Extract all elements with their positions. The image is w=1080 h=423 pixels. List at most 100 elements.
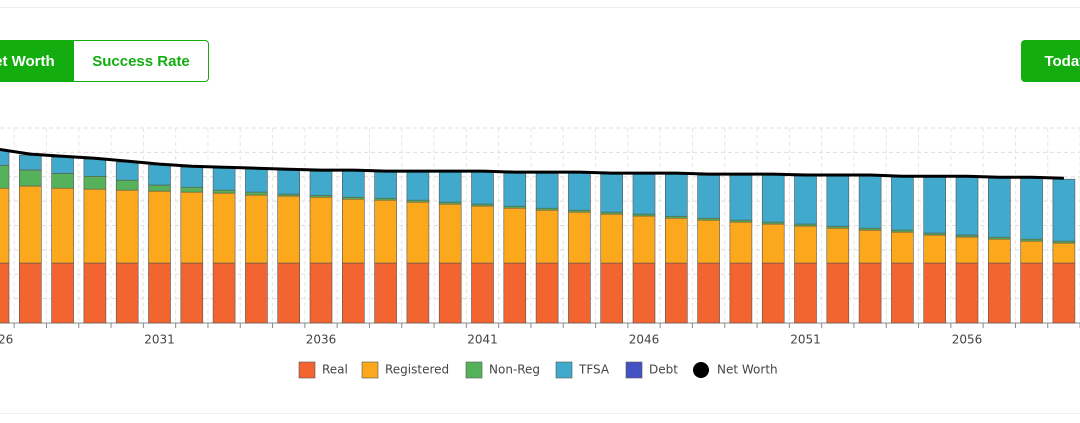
legend-marker	[555, 361, 573, 379]
bar-segment	[51, 262, 74, 324]
bar-segment	[891, 262, 914, 324]
bar-segment	[180, 191, 204, 264]
bar-segment	[341, 262, 365, 324]
legend-marker	[465, 361, 483, 379]
bar-segment	[83, 158, 107, 177]
bar-segment	[1020, 262, 1043, 324]
bar-segment	[51, 187, 74, 264]
net-worth-button[interactable]: Net Worth	[0, 40, 73, 82]
bar-segment	[341, 170, 365, 198]
legend-label: TFSA	[578, 363, 610, 377]
legend-label: Registered	[385, 363, 449, 377]
x-tick-label: 2051	[790, 333, 821, 347]
legend-label: Net Worth	[717, 363, 778, 377]
bar-segment	[600, 173, 624, 213]
bar-segment	[503, 173, 527, 207]
success-rate-button[interactable]: Success Rate	[73, 40, 209, 82]
x-tick-label: 2031	[144, 333, 175, 347]
bar-segment	[535, 262, 559, 324]
legend-label: Non-Reg	[489, 363, 540, 377]
bar-segment	[1020, 240, 1043, 264]
bar-segment	[1052, 242, 1076, 264]
bar-segment	[891, 231, 914, 264]
bar-segment	[632, 215, 656, 264]
bar-segment	[503, 262, 527, 324]
bar-segment	[115, 189, 139, 264]
bar-segment	[374, 262, 397, 324]
bar-segment	[794, 175, 817, 225]
bar-segment	[406, 201, 430, 264]
bar-segment	[245, 262, 268, 324]
bar-segment	[471, 171, 494, 205]
bar-segment	[83, 188, 107, 264]
bar-segment	[664, 262, 688, 324]
bar-segment	[826, 227, 850, 264]
bar-segment	[729, 221, 753, 264]
bar-segment	[0, 164, 10, 189]
bar-segment	[858, 175, 882, 229]
bar-segment	[0, 262, 10, 324]
bar-segment	[761, 262, 785, 324]
x-tick-label: 2056	[952, 333, 983, 347]
bar-segment	[664, 217, 688, 264]
bar-segment	[277, 195, 301, 264]
bar-segment	[568, 172, 591, 211]
bar-segment	[18, 262, 42, 324]
bar-segment	[1052, 178, 1076, 242]
bar-segment	[987, 177, 1011, 238]
today-button[interactable]: Today	[1021, 40, 1080, 82]
bar-segment	[923, 176, 947, 234]
bar-segment	[697, 262, 720, 324]
bar-segment	[891, 176, 914, 231]
bar-segment	[858, 229, 882, 264]
bar-segment	[148, 184, 171, 192]
bar-segment	[794, 262, 817, 324]
bar-segment	[0, 150, 10, 166]
bar-segment	[83, 262, 107, 324]
bar-segment	[826, 262, 850, 324]
bar-segment	[180, 186, 204, 193]
bar-segment	[697, 174, 720, 219]
x-tick-label: 2036	[306, 333, 337, 347]
bar-segment	[148, 262, 171, 324]
bar-segment	[697, 219, 720, 264]
bar-segment	[826, 175, 850, 227]
bar-segment	[632, 262, 656, 324]
bar-segment	[277, 169, 301, 195]
bar-segment	[245, 168, 268, 193]
x-tick-label: 2026	[0, 333, 13, 347]
bar-segment	[406, 171, 430, 201]
bar-segment	[374, 171, 397, 199]
bar-segment	[438, 262, 462, 324]
bar-segment	[471, 205, 494, 264]
bar-segment	[309, 262, 333, 324]
bar-segment	[438, 203, 462, 264]
bar-segment	[955, 262, 979, 324]
bar-segment	[632, 173, 656, 215]
bar-segment	[18, 185, 42, 264]
legend-label: Real	[322, 363, 348, 377]
bar-segment	[794, 225, 817, 264]
bar-segment	[180, 262, 204, 324]
bar-segment	[503, 207, 527, 264]
bar-segment	[115, 262, 139, 324]
bar-segment	[438, 171, 462, 203]
bar-segment	[148, 190, 171, 264]
bar-segment	[729, 262, 753, 324]
bar-segment	[729, 174, 753, 221]
bar-segment	[83, 175, 107, 190]
bar-segment	[277, 262, 301, 324]
bar-segment	[115, 161, 139, 181]
bar-segment	[51, 173, 74, 189]
bar-segment	[212, 189, 236, 194]
bar-segment	[51, 156, 74, 174]
bar-segment	[341, 198, 365, 264]
bar-segment	[245, 194, 268, 264]
bar-segment	[955, 176, 979, 236]
legend-marker	[298, 361, 316, 379]
bar-segment	[180, 166, 204, 188]
bar-segment	[245, 191, 268, 196]
bar-segment	[1052, 262, 1076, 324]
